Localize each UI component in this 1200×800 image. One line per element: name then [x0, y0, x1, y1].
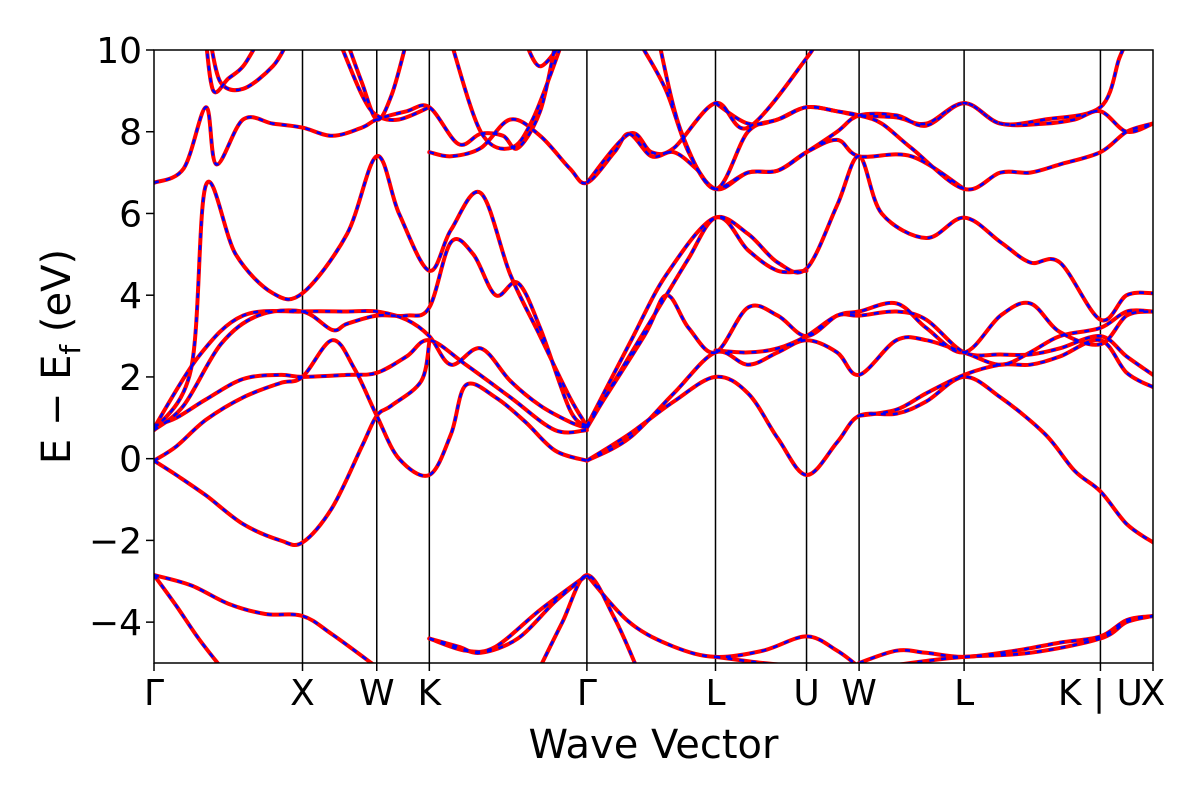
band-blue-13: [154, 309, 588, 430]
band-blue-1: [154, 574, 220, 663]
band-red-33: [526, 50, 559, 69]
x-tick-label-9: K | U: [1058, 673, 1143, 714]
band-blue-17: [205, 50, 255, 94]
bands-blue-dashed: [154, 50, 1153, 663]
y-axis-label-subscript: f: [54, 344, 87, 355]
y-axis-label: E − Ef (eV): [34, 249, 87, 464]
x-tick-label-4: Γ: [577, 673, 597, 714]
y-tick-label-2: 0: [119, 440, 142, 481]
band-blue-21: [452, 50, 561, 151]
band-red-20: [340, 50, 432, 122]
y-axis-label-unit-text: (eV): [34, 249, 80, 332]
band-red-29: [584, 308, 1153, 463]
band-blue-7: [858, 614, 1153, 663]
band-red-3: [427, 573, 589, 654]
band-red-32: [857, 337, 1153, 418]
y-tick-label-0: −4: [89, 603, 142, 644]
band-red-31: [584, 374, 1153, 545]
band-red-28: [584, 293, 1153, 428]
band-blue-31: [586, 375, 1153, 544]
plot-frame: [153, 49, 1154, 664]
y-tick-label-7: 10: [96, 31, 142, 72]
band-blue-27: [585, 216, 807, 427]
band-blue-30: [715, 310, 1153, 376]
band-blue-8: [901, 614, 1153, 663]
y-tick-label-1: −2: [89, 521, 142, 562]
x-tick-label-2: W: [359, 673, 395, 714]
x-tick-label-8: L: [954, 673, 974, 714]
band-red-8: [896, 614, 1153, 663]
band-blue-5: [585, 574, 856, 663]
y-tick-label-5: 6: [119, 194, 142, 235]
band-red-4: [539, 573, 637, 663]
band-blue-2: [428, 574, 588, 655]
x-tick-label-10: X: [1141, 673, 1166, 714]
band-blue-9: [154, 341, 431, 547]
x-tick-label-3: K: [418, 673, 443, 714]
band-blue-3: [428, 574, 588, 654]
band-blue-12: [154, 237, 588, 432]
band-red-14: [154, 154, 589, 433]
band-blue-29: [586, 309, 1153, 462]
y-axis-label-main: E − E: [34, 355, 80, 465]
band-red-24: [584, 50, 815, 185]
band-blue-22: [659, 50, 1153, 191]
x-tick-label-7: W: [841, 673, 877, 714]
bands-red: [154, 50, 1153, 663]
x-tick-label-5: L: [705, 673, 725, 714]
y-tick-label-6: 8: [119, 113, 142, 154]
band-blue-26: [585, 155, 1153, 429]
band-blue-23: [714, 50, 1125, 126]
band-red-23: [713, 50, 1125, 127]
band-blue-10: [154, 338, 588, 478]
band-red-2: [427, 573, 589, 656]
band-red-27: [584, 215, 809, 428]
band-blue-25: [643, 50, 965, 191]
band-blue-15: [154, 50, 556, 184]
x-tick-label-1: X: [290, 673, 315, 714]
band-blue-11: [154, 338, 588, 434]
band-red-18: [209, 50, 286, 93]
y-tick-label-4: 4: [119, 276, 142, 317]
y-axis-label-unit: [34, 332, 80, 345]
band-red-6: [713, 654, 784, 663]
y-tick-label-3: 2: [119, 358, 142, 399]
x-tick-label-6: U: [793, 673, 819, 714]
band-blue-0: [154, 573, 374, 663]
band-blue-32: [858, 338, 1153, 418]
y-axis-ticks: −4 −2 0 2 4 6 8 10: [89, 31, 154, 644]
band-blue-4: [540, 573, 637, 663]
x-axis-label: Wave Vector: [529, 722, 780, 768]
x-tick-label-0: Γ: [144, 673, 164, 714]
band-blue-24: [585, 50, 814, 184]
band-red-26: [584, 154, 1153, 430]
band-red-25: [642, 50, 967, 192]
